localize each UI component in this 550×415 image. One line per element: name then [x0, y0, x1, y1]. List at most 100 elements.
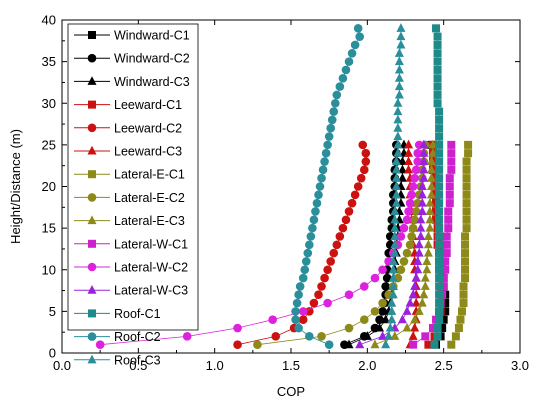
data-point [438, 324, 447, 333]
data-point [430, 190, 439, 199]
data-point [435, 174, 444, 183]
data-point [433, 99, 442, 108]
x-axis-title: COP [277, 384, 305, 399]
data-point [301, 257, 311, 266]
plot-area [95, 23, 473, 349]
data-point [426, 156, 436, 166]
data-point [410, 215, 419, 225]
data-point [433, 40, 442, 49]
legend-label: Lateral-W-C1 [114, 237, 188, 251]
data-point [419, 289, 429, 299]
data-point [347, 198, 357, 208]
data-point [410, 173, 419, 183]
data-point [417, 297, 427, 307]
data-point [388, 264, 398, 274]
data-point [323, 140, 332, 150]
data-point [378, 307, 387, 316]
data-point [413, 256, 423, 265]
data-point [378, 265, 387, 275]
series-lateral-w-c2 [95, 140, 424, 349]
data-point [355, 32, 365, 41]
data-point [397, 314, 407, 324]
data-point [326, 123, 335, 133]
legend-marker [88, 309, 96, 318]
data-point [405, 198, 415, 208]
x-tick-label: 0.5 [129, 358, 147, 373]
x-tick-label: 0.0 [53, 358, 71, 373]
data-point [335, 82, 345, 91]
data-point [432, 24, 441, 33]
legend-marker [87, 53, 97, 63]
data-point [435, 199, 444, 208]
data-point [344, 290, 354, 300]
data-point [423, 239, 433, 249]
data-point [410, 281, 420, 290]
series-leeward-c2 [233, 140, 371, 349]
data-point [393, 114, 403, 124]
data-point [391, 164, 401, 174]
data-point [461, 240, 470, 249]
data-point [411, 297, 421, 307]
data-point [414, 247, 424, 257]
data-point [435, 140, 444, 149]
data-point [435, 115, 444, 124]
data-point [298, 307, 308, 316]
data-point [442, 249, 451, 258]
data-point [462, 157, 471, 166]
data-point [444, 207, 453, 216]
x-tick-label: 3.0 [511, 358, 529, 373]
data-point [390, 214, 400, 224]
legend-item: Windward-C1 [74, 29, 190, 43]
legend-item: Lateral-E-C2 [74, 191, 185, 205]
y-tick-label: 35 [42, 54, 56, 69]
data-point [433, 65, 442, 74]
data-point [424, 340, 433, 349]
data-point [344, 339, 354, 349]
data-point [356, 173, 366, 183]
legend-marker [87, 145, 97, 155]
series-roof-c2 [291, 24, 365, 349]
data-point [461, 232, 470, 241]
data-point [445, 182, 454, 191]
legend-item: Leeward-C3 [74, 145, 182, 159]
data-point [445, 190, 454, 199]
data-point [324, 340, 334, 349]
data-point [294, 290, 303, 300]
data-point [459, 299, 468, 308]
data-point [344, 207, 354, 216]
x-tick-label: 2.5 [435, 358, 453, 373]
data-point [353, 24, 363, 33]
data-point [393, 131, 403, 141]
data-point [404, 207, 413, 216]
x-tick-label: 2.0 [358, 358, 376, 373]
data-point [461, 249, 470, 258]
data-point [344, 323, 354, 333]
data-point [391, 189, 401, 199]
data-point [370, 339, 380, 349]
x-tick-label: 1.5 [282, 358, 300, 373]
data-point [426, 181, 436, 191]
legend: Windward-C1 Windward-C2 Windward-C3 Leeward… [67, 23, 199, 367]
data-point [385, 322, 395, 332]
data-point [425, 222, 435, 232]
data-point [393, 98, 403, 107]
legend-label: Roof-C3 [114, 353, 161, 367]
data-point [435, 149, 444, 158]
data-point [411, 272, 421, 282]
series-roof-c1 [430, 24, 444, 349]
data-point [396, 23, 406, 32]
data-point [393, 139, 403, 149]
data-point [426, 189, 436, 199]
y-tick-label: 10 [42, 262, 56, 277]
data-point [390, 247, 400, 257]
data-point [402, 215, 412, 225]
data-point [397, 156, 407, 166]
y-tick-label: 30 [42, 96, 56, 111]
data-point [409, 340, 418, 349]
legend-marker [87, 123, 97, 133]
data-point [381, 314, 391, 324]
data-point [462, 224, 471, 233]
data-point [370, 273, 380, 283]
data-point [435, 107, 444, 116]
y-tick-label: 5 [49, 304, 56, 319]
